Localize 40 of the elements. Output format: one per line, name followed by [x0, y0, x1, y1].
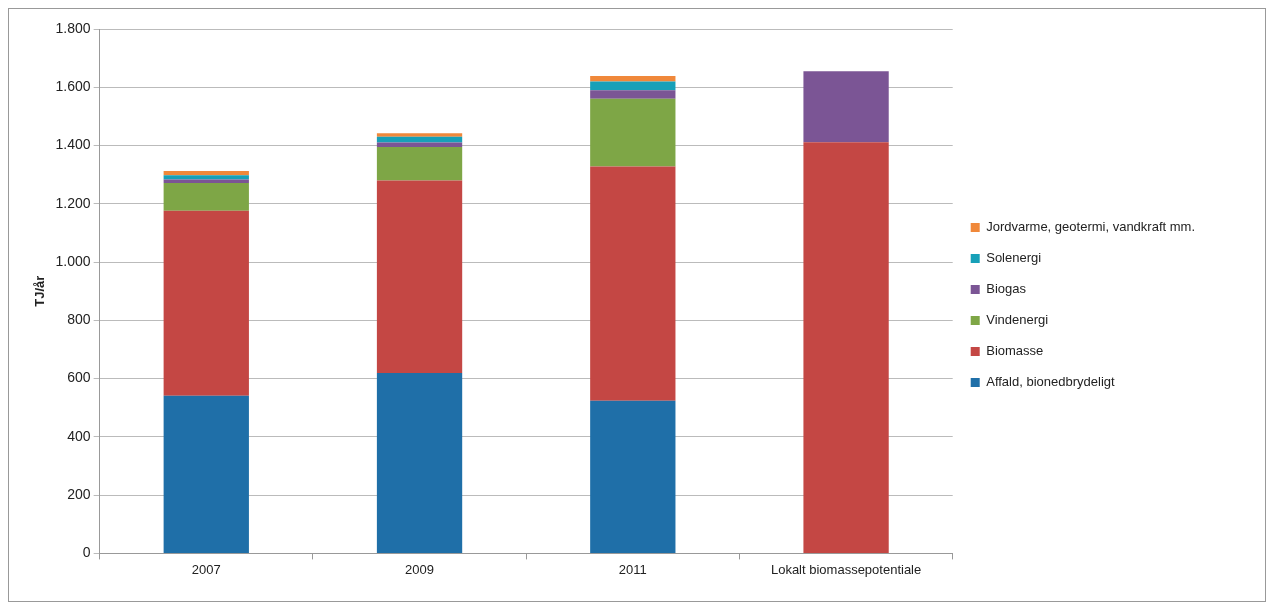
bar: [376, 373, 463, 553]
y-tick-label: 1.400: [55, 136, 91, 153]
y-tick-label: 1.000: [55, 252, 91, 269]
y-tick-label: 800: [67, 311, 91, 328]
legend-label: Solenergi: [986, 250, 1042, 266]
bar: [376, 133, 463, 137]
y-tick-label: 0: [82, 544, 91, 561]
legend-label: Affald, bionedbrydeligt: [986, 374, 1116, 390]
bar: [376, 180, 463, 374]
x-tick-label: Lokalt biomassepotentiale: [770, 561, 922, 577]
x-tick-label: 2011: [618, 561, 647, 577]
bar: [590, 98, 676, 167]
bar: [163, 210, 249, 396]
legend-label: Jordvarme, geotermi, vandkraft mm.: [986, 219, 1196, 235]
bar: [163, 395, 249, 553]
bar: [803, 142, 889, 553]
y-tick-label: 1.200: [55, 194, 91, 211]
bar: [163, 175, 249, 180]
legend-label: Vindenergi: [986, 312, 1049, 328]
legend-label: Biogas: [986, 281, 1027, 297]
y-tick-label: 1.800: [55, 19, 91, 36]
bar: [590, 81, 676, 91]
bar: [803, 71, 889, 143]
y-axis-title: TJ/år: [32, 275, 48, 307]
x-tick-label: 2009: [405, 561, 434, 577]
legend-label: Biomasse: [986, 343, 1044, 359]
bar: [376, 136, 463, 143]
bar: [590, 166, 676, 401]
bar: [163, 183, 249, 211]
y-tick-label: 1.600: [55, 78, 91, 95]
bar: [163, 170, 249, 176]
bar: [590, 75, 676, 82]
y-tick-label: 600: [67, 369, 91, 386]
bar: [590, 90, 676, 99]
x-tick-label: 2007: [191, 561, 221, 577]
bar: [376, 146, 463, 181]
y-tick-label: 400: [67, 427, 91, 444]
bar: [590, 400, 676, 553]
y-tick-label: 200: [67, 485, 91, 502]
bar: [376, 142, 463, 147]
